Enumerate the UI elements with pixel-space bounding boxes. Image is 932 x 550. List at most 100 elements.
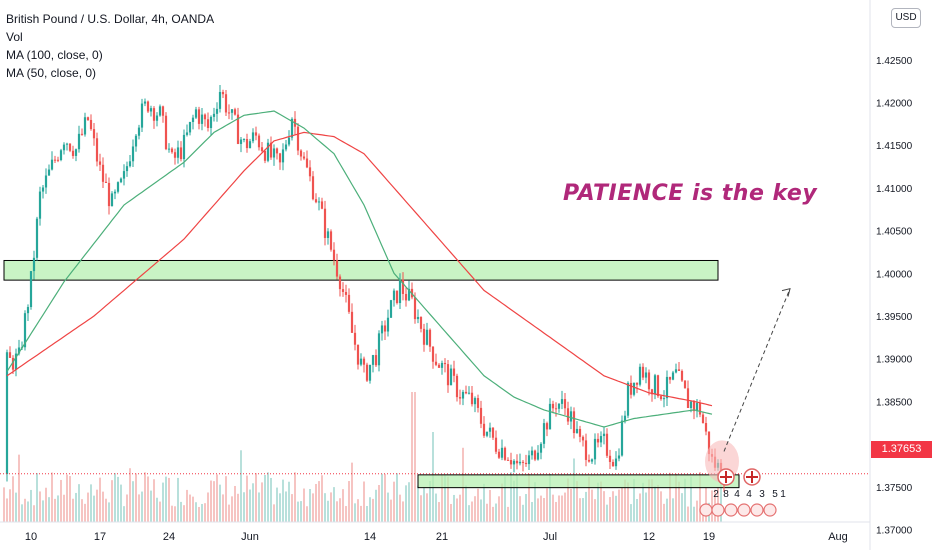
volume-bar (483, 483, 485, 522)
candle-body (248, 141, 252, 149)
volume-bar (18, 454, 20, 522)
event-count-label: 4 (746, 489, 752, 500)
candle-body (521, 461, 525, 463)
volume-bar (555, 501, 557, 522)
candle-body (221, 91, 225, 95)
candle-body (362, 358, 366, 365)
volume-bar (564, 492, 566, 522)
candle-body (425, 329, 429, 345)
candle-body (602, 433, 606, 437)
candle-body (599, 436, 603, 443)
candle-body (551, 403, 555, 409)
volume-bar (492, 506, 494, 522)
candle-body (677, 369, 681, 371)
candle-body (632, 382, 636, 395)
volume-bar (624, 479, 626, 522)
axes: 1.42500 1.42000 1.41500 1.41000 1.40500 1.400… (0, 0, 913, 550)
volume-bar (306, 506, 308, 522)
candle-body (374, 355, 378, 366)
volume-bar (309, 488, 311, 522)
candle-body (224, 94, 228, 113)
candle-body (494, 437, 498, 452)
candle-body (311, 176, 315, 200)
currency-button[interactable]: USD (891, 8, 921, 28)
ma100-line (6, 131, 713, 407)
price-tick-label: 1.41500 (876, 141, 913, 152)
candle-body (623, 415, 627, 421)
candle-body (146, 101, 150, 112)
volume-bar (696, 500, 698, 522)
candle-body (548, 403, 552, 430)
volume-bar (93, 495, 95, 522)
candle-body (647, 372, 651, 390)
event-marker-icon (724, 503, 738, 517)
candle-body (284, 144, 288, 150)
candle-body (77, 133, 81, 150)
candle-body (644, 372, 648, 378)
candle-body (563, 399, 567, 409)
volume-bar (393, 481, 395, 522)
candle-body (242, 139, 246, 141)
volume-bar (414, 392, 416, 522)
price-tick-label: 1.42500 (876, 56, 913, 67)
candle-body (659, 396, 663, 400)
volume-bar (258, 492, 260, 522)
volume-bar (282, 479, 284, 522)
candle-body (611, 461, 615, 467)
candle-body (566, 408, 570, 422)
volume-bar (114, 473, 116, 522)
candle-body (515, 460, 519, 464)
volume-bar (672, 498, 674, 522)
time-tick-label: 14 (364, 531, 376, 543)
candle-body (215, 108, 219, 114)
volume-bar (186, 489, 188, 522)
candle-body (29, 271, 33, 308)
volume-bar (441, 474, 443, 522)
volume-bar (690, 476, 692, 522)
volume-bar (537, 498, 539, 522)
volume-bar (30, 489, 32, 522)
candle-body (419, 316, 423, 329)
volume-bar (477, 488, 479, 522)
time-tick-label: 12 (643, 531, 655, 543)
volume-bar (72, 498, 74, 522)
candle-body (698, 402, 702, 415)
volume-bar (6, 498, 8, 522)
candle-body (227, 112, 231, 114)
candle-body (62, 144, 66, 151)
candle-body (173, 152, 177, 158)
ma100-indicator-label[interactable]: MA (100, close, 0) (6, 48, 103, 62)
candle-body (83, 117, 87, 135)
volume-bar (453, 494, 455, 522)
volume-bar (330, 492, 332, 522)
volume-bar (144, 472, 146, 522)
symbol-title[interactable]: British Pound / U.S. Dollar, 4h, OANDA (6, 12, 215, 26)
volume-bar (315, 483, 317, 522)
volume-bar (39, 491, 41, 522)
candle-body (467, 392, 471, 394)
volume-bar (471, 501, 473, 522)
candle-body (365, 364, 369, 381)
candle-body (179, 147, 183, 160)
candle-body (119, 178, 123, 183)
candle-body (278, 153, 282, 163)
volume-bar (474, 496, 476, 522)
price-tick-label: 1.42000 (876, 98, 913, 109)
volume-bar (402, 501, 404, 522)
volume-bar (642, 482, 644, 522)
vol-indicator-label[interactable]: Vol (6, 30, 23, 44)
ma50-indicator-label[interactable]: MA (50, close, 0) (6, 66, 97, 80)
volume-bar (609, 497, 611, 522)
candle-body (26, 307, 30, 314)
candle-body (257, 135, 261, 148)
candle-body (377, 333, 381, 366)
event-marker-icon (763, 503, 777, 517)
support-resistance-zones (3, 259, 740, 489)
candle-body (236, 114, 240, 144)
candle-body (14, 353, 18, 370)
candle-body (443, 362, 447, 365)
volume-bar (24, 498, 26, 522)
candle-body (530, 450, 534, 456)
volume-bar (105, 498, 107, 522)
